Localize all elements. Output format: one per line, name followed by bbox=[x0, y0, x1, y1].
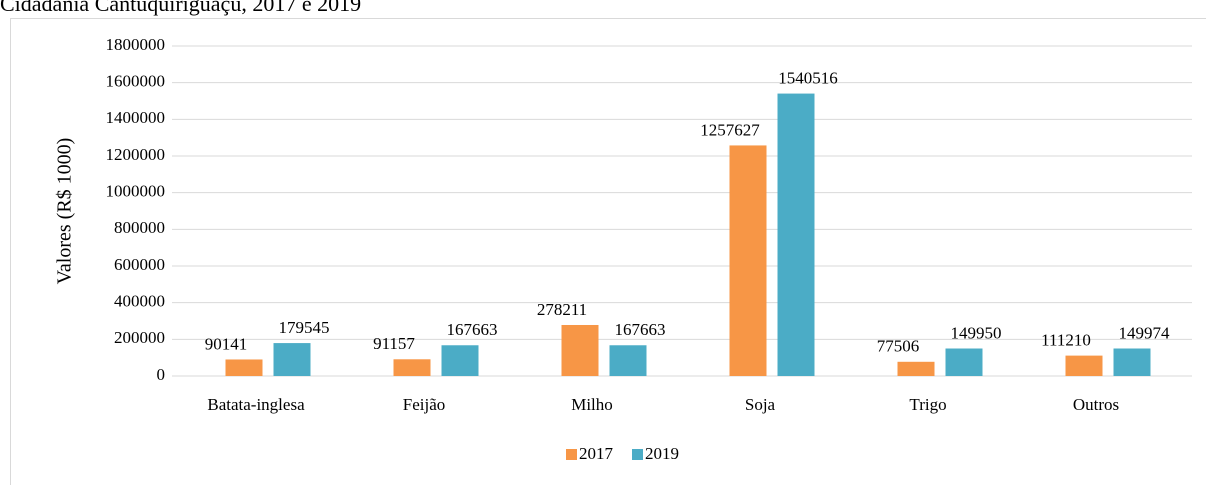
data-label: 1540516 bbox=[778, 68, 838, 87]
chart-title: Cidadania Cantuquiriguaçu, 2017 e 2019 bbox=[0, 0, 361, 16]
legend-label: 2019 bbox=[645, 444, 679, 463]
bar bbox=[609, 345, 647, 376]
x-tick-label: Feijão bbox=[403, 395, 446, 414]
y-axis-label: Valores (R$ 1000) bbox=[54, 138, 76, 285]
y-tick-label: 1200000 bbox=[106, 145, 166, 164]
data-label: 167663 bbox=[447, 320, 498, 339]
data-label: 149974 bbox=[1119, 323, 1171, 342]
bar bbox=[1113, 348, 1151, 376]
y-tick-label: 1400000 bbox=[106, 108, 166, 127]
x-tick-label: Batata-inglesa bbox=[207, 395, 305, 414]
data-label: 278211 bbox=[537, 300, 587, 319]
y-tick-label: 1000000 bbox=[106, 182, 166, 201]
y-tick-label: 800000 bbox=[114, 218, 165, 237]
legend-label: 2017 bbox=[579, 444, 614, 463]
legend-swatch bbox=[566, 449, 577, 460]
data-label: 1257627 bbox=[700, 120, 760, 139]
y-tick-label: 1600000 bbox=[106, 72, 166, 91]
bar bbox=[273, 343, 311, 376]
y-tick-label: 200000 bbox=[114, 328, 165, 347]
bar bbox=[225, 359, 263, 376]
bar bbox=[777, 93, 815, 376]
data-label: 149950 bbox=[951, 323, 1002, 342]
y-tick-label: 600000 bbox=[114, 255, 165, 274]
data-label: 179545 bbox=[279, 318, 330, 337]
data-label: 77506 bbox=[877, 337, 920, 356]
legend-swatch bbox=[632, 449, 643, 460]
y-tick-label: 400000 bbox=[114, 292, 165, 311]
x-tick-label: Soja bbox=[745, 395, 776, 414]
bar bbox=[897, 361, 935, 376]
bar bbox=[729, 145, 767, 376]
y-tick-label: 1800000 bbox=[106, 35, 166, 54]
data-label: 90141 bbox=[205, 334, 248, 353]
x-tick-label: Trigo bbox=[909, 395, 946, 414]
data-label: 91157 bbox=[373, 334, 415, 353]
y-tick-label: 0 bbox=[157, 365, 166, 384]
x-tick-label: Outros bbox=[1073, 395, 1119, 414]
bar bbox=[441, 345, 479, 376]
bar bbox=[945, 348, 983, 376]
bar bbox=[561, 324, 599, 376]
data-label: 111210 bbox=[1041, 331, 1091, 350]
chart-border bbox=[10, 18, 1206, 485]
x-tick-label: Milho bbox=[571, 395, 613, 414]
bar bbox=[1065, 355, 1103, 376]
data-label: 167663 bbox=[615, 320, 666, 339]
bar bbox=[393, 359, 431, 376]
